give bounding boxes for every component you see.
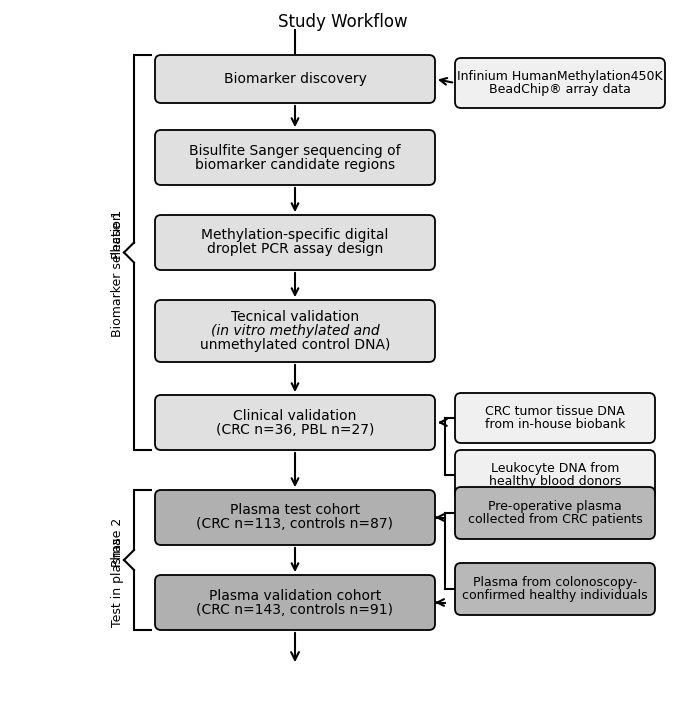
Text: Bisulfite Sanger sequencing of: Bisulfite Sanger sequencing of: [189, 143, 401, 158]
Text: droplet PCR assay design: droplet PCR assay design: [207, 243, 383, 256]
Text: Plasma test cohort: Plasma test cohort: [230, 503, 360, 518]
Text: (in vitro methylated and: (in vitro methylated and: [211, 324, 379, 338]
FancyBboxPatch shape: [455, 487, 655, 539]
Text: (CRC n=36, PBL n=27): (CRC n=36, PBL n=27): [216, 422, 374, 437]
FancyBboxPatch shape: [155, 395, 435, 450]
Text: confirmed healthy individuals: confirmed healthy individuals: [462, 589, 648, 602]
FancyBboxPatch shape: [455, 563, 655, 615]
Text: from in-house biobank: from in-house biobank: [485, 418, 625, 431]
FancyBboxPatch shape: [155, 490, 435, 545]
Text: BeadChip® array data: BeadChip® array data: [489, 83, 631, 96]
FancyBboxPatch shape: [455, 450, 655, 500]
FancyBboxPatch shape: [455, 58, 665, 108]
Text: Infinium HumanMethylation450K: Infinium HumanMethylation450K: [457, 70, 663, 83]
Text: Study Workflow: Study Workflow: [277, 13, 408, 31]
Text: (CRC n=143, controls n=91): (CRC n=143, controls n=91): [197, 602, 393, 616]
FancyBboxPatch shape: [155, 215, 435, 270]
Text: Biomarker discovery: Biomarker discovery: [223, 72, 366, 86]
Text: Leukocyte DNA from: Leukocyte DNA from: [491, 462, 619, 475]
Text: Methylation-specific digital: Methylation-specific digital: [201, 228, 388, 243]
Text: CRC tumor tissue DNA: CRC tumor tissue DNA: [485, 405, 625, 418]
Text: Test in plasma: Test in plasma: [112, 537, 125, 626]
Text: Phase 1: Phase 1: [112, 210, 125, 259]
Text: Tecnical validation: Tecnical validation: [231, 310, 359, 324]
Text: Pre-operative plasma: Pre-operative plasma: [488, 500, 622, 513]
FancyBboxPatch shape: [155, 300, 435, 362]
Text: Biomarker selection: Biomarker selection: [112, 212, 125, 337]
Text: Plasma from colonoscopy-: Plasma from colonoscopy-: [473, 576, 637, 589]
Text: collected from CRC patients: collected from CRC patients: [468, 513, 643, 526]
FancyBboxPatch shape: [155, 575, 435, 630]
FancyBboxPatch shape: [155, 55, 435, 103]
FancyBboxPatch shape: [155, 130, 435, 185]
Text: Phase 2: Phase 2: [112, 518, 125, 566]
Text: Plasma validation cohort: Plasma validation cohort: [209, 589, 381, 602]
FancyBboxPatch shape: [455, 393, 655, 443]
Text: healthy blood donors: healthy blood donors: [489, 475, 621, 488]
Text: Clinical validation: Clinical validation: [234, 409, 357, 422]
Text: (CRC n=113, controls n=87): (CRC n=113, controls n=87): [197, 518, 393, 531]
Text: biomarker candidate regions: biomarker candidate regions: [195, 158, 395, 172]
Text: unmethylated control DNA): unmethylated control DNA): [200, 338, 390, 352]
